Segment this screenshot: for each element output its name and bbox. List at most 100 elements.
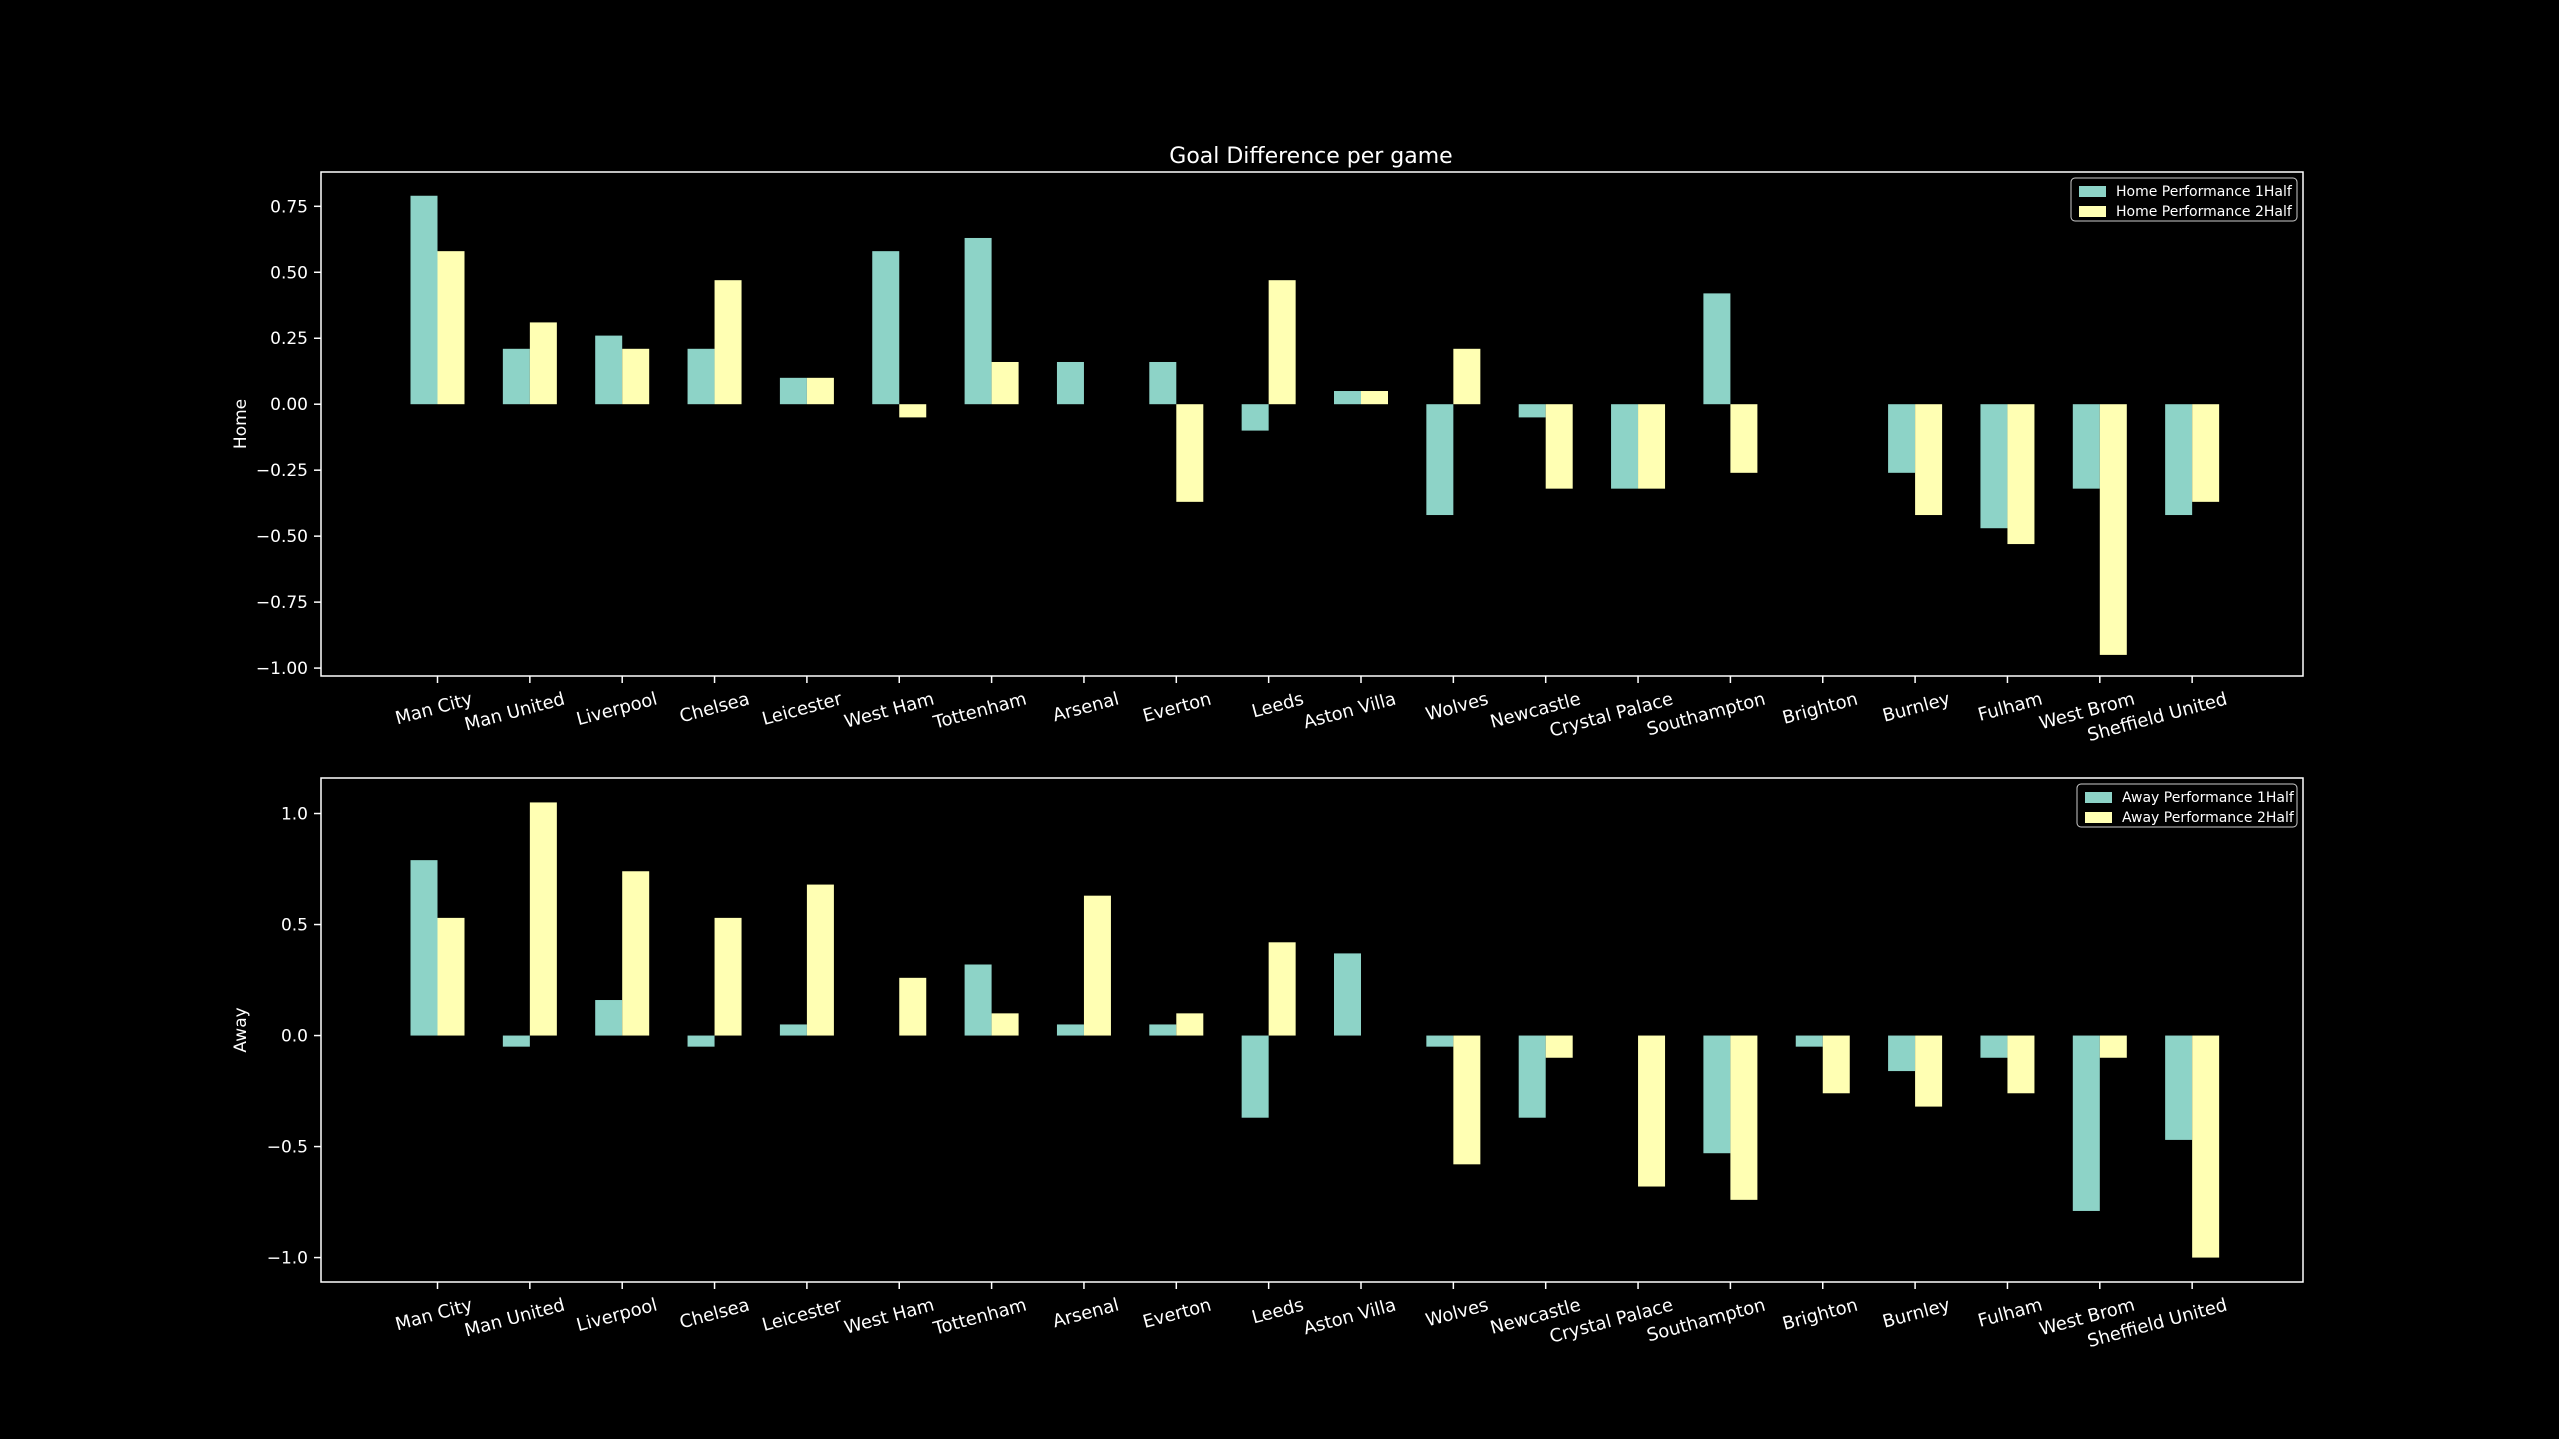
bar-1half [1795,1035,1823,1047]
bar-2half [1545,404,1573,489]
bar-2half [1268,280,1296,405]
bar-2half [806,884,834,1036]
bar-2half [622,871,650,1036]
legend-swatch [2085,792,2112,803]
y-tick-label: 0.0 [281,1027,308,1047]
bar-1half [1056,361,1084,405]
bar-1half [1149,361,1177,405]
bar-1half [1518,1035,1546,1118]
y-tick-label: −0.25 [256,461,308,481]
bar-2half [622,348,650,405]
bar-2half [1915,1035,1943,1107]
bar-1half [687,1035,715,1047]
bar-1half [1611,404,1639,489]
bar-2half [899,404,927,418]
legend-swatch [2079,206,2106,217]
bar-1half [1241,1035,1269,1118]
plot-frame [320,171,2304,677]
legend-box [2070,177,2298,222]
bar-2half [529,322,557,405]
y-tick-label: −0.75 [256,593,308,613]
y-tick-label: −0.5 [267,1138,308,1158]
bar-2half [437,251,465,405]
y-tick-label: 1.0 [281,805,308,825]
bar-2half [437,917,465,1036]
bar-1half [2072,404,2100,489]
bar-2half [1822,1035,1850,1094]
bar-2half [991,361,1019,405]
y-tick-label: 0.5 [281,916,308,936]
bar-2half [1453,1035,1481,1165]
bar-2half [529,802,557,1036]
bar-1half [502,1035,530,1047]
bar-2half [714,280,742,405]
y-tick-label: 0.75 [270,197,308,217]
bar-2half [899,977,927,1036]
bar-1half [1149,1024,1177,1036]
bar-1half [1518,404,1546,418]
bar-1half [2165,404,2193,516]
bar-1half [595,1000,623,1036]
bar-1half [779,1024,807,1036]
bar-1half [1888,404,1916,473]
bar-1half [1703,293,1731,405]
bar-2half [1453,348,1481,405]
plot-frame [320,777,2304,1283]
y-tick-label: 0.00 [270,395,308,415]
bar-1half [1888,1035,1916,1072]
bar-1half [410,860,438,1036]
bar-2half [1638,1035,1666,1187]
y-tick-label: −1.00 [256,659,308,679]
bar-2half [2099,1035,2127,1058]
bar-2half [1268,942,1296,1036]
chart-title: Goal Difference per game [1169,144,1452,169]
bar-1half [502,348,530,405]
legend-swatch [2085,812,2112,823]
bar-2half [1915,404,1943,516]
bar-2half [1176,404,1204,502]
bar-1half [964,237,992,405]
bar-2half [2099,404,2127,655]
bar-2half [1083,895,1111,1036]
bar-2half [1638,404,1666,489]
bar-2half [714,917,742,1036]
y-tick-label: 0.25 [270,329,308,349]
bar-2half [991,1013,1019,1036]
legend-label: Away Performance 2Half [2122,810,2295,826]
legend-label: Home Performance 2Half [2116,204,2293,220]
bar-2half [1361,391,1388,405]
bar-1half [1703,1035,1731,1154]
bar-1half [1056,1024,1084,1036]
legend-swatch [2079,186,2106,197]
bar-1half [1980,404,2008,529]
bar-1half [2072,1035,2100,1211]
bar-1half [872,251,900,405]
bar-2half [1176,1013,1204,1036]
bar-2half [1730,404,1758,473]
bar-1half [964,964,992,1036]
bar-2half [2007,404,2035,545]
bar-1half [1334,391,1361,405]
legend-box [2076,783,2298,828]
y-tick-label: −0.50 [256,527,308,547]
legend-label: Away Performance 1Half [2122,790,2295,806]
bar-1half [595,335,623,405]
bar-2half [2192,1035,2220,1258]
bar-1half [2165,1035,2193,1140]
bar-2half [1545,1035,1573,1058]
bar-2half [2192,404,2220,502]
bar-2half [2007,1035,2035,1094]
bar-1half [1426,404,1454,516]
bar-2half [1730,1035,1758,1200]
bar-1half [779,377,807,405]
bar-1half [1241,404,1269,431]
bar-1half [1980,1035,2008,1058]
y-axis-label: Away [231,1007,251,1052]
bar-1half [1334,953,1361,1036]
bar-1half [410,195,438,405]
bar-1half [1426,1035,1454,1047]
bar-2half [806,377,834,405]
y-axis-label: Home [231,399,251,449]
y-tick-label: 0.50 [270,263,308,283]
